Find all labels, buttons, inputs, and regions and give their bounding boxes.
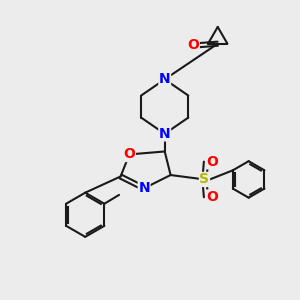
Text: N: N — [159, 127, 170, 141]
Text: S: S — [200, 172, 209, 186]
Text: O: O — [124, 147, 135, 161]
Text: N: N — [159, 72, 170, 86]
Text: O: O — [206, 190, 218, 204]
Text: O: O — [206, 155, 218, 169]
Text: N: N — [138, 181, 150, 195]
Text: O: O — [187, 38, 199, 52]
